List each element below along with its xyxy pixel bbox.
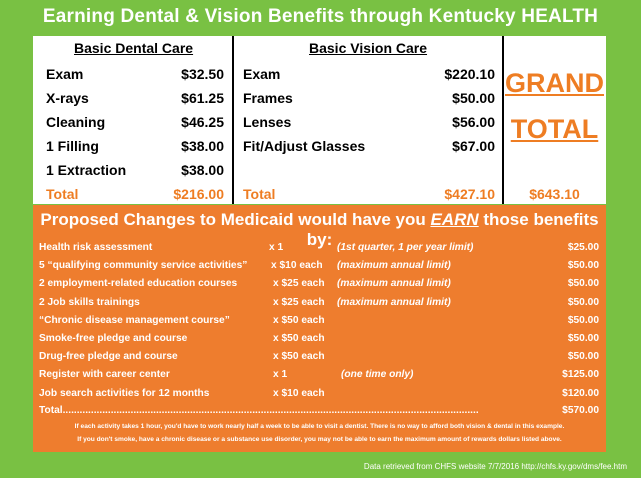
activity-name: Job search activities for 12 months [39,387,210,399]
dental-item-label: Cleaning [46,114,106,130]
activity-amount: $50.00 [567,260,599,272]
activity-rate: x $25 each [273,296,325,308]
footnote: If each activity takes 1 hour, you'd hav… [74,423,565,430]
dental-item-amount: $61.25 [181,90,224,106]
vision-item-label: Exam [243,66,281,82]
activity-amount: $50.00 [567,333,599,344]
dental-item-label: 1 Extraction [46,162,127,178]
dental-item-amount: $32.50 [181,66,224,82]
vision-item-label: Frames [243,90,293,106]
activity-note: (maximum annual limit) [337,278,451,290]
activity-rate: x 1 [269,242,284,253]
activity-name: 2 Job skills trainings [39,296,140,308]
activity-amount: $50.00 [567,351,599,363]
footnote: If you don't smoke, have a chronic disea… [77,436,562,443]
activity-rate: x $10 each [273,387,325,399]
vision-item-amount: $220.10 [444,66,495,82]
dental-item-label: 1 Filling [46,138,99,154]
column-divider [502,36,504,204]
grand-heading-line2: TOTAL [510,114,599,144]
activity-amount: $25.00 [567,242,599,253]
vision-total-amount: $427.10 [444,186,495,202]
dental-item-amount: $38.00 [181,138,224,154]
column-divider [232,36,234,204]
headline-text: those benefits by: [306,210,599,249]
vision-item-label: Fit/Adjust Glasses [243,138,366,154]
dental-total-label: Total [46,186,79,202]
activity-note: (1st quarter, 1 per year limit) [337,242,474,253]
dotted-leader: ........................................… [62,405,479,416]
activity-rate: x 1 [273,369,288,381]
cost-panel: Basic Dental Care Exam $32.50 X-rays $61… [33,36,606,204]
activity-name: “Chronic disease management course” [39,314,230,326]
proposal-total-label: Total...................................… [39,405,479,416]
activity-rate: x $50 each [273,351,325,363]
vision-item-amount: $67.00 [452,138,495,154]
vision-total-label: Total [243,186,276,202]
activity-amount: $120.00 [562,387,599,399]
activity-rate: x $50 each [273,333,325,344]
dental-heading: Basic Dental Care [74,40,194,56]
dental-total-amount: $216.00 [173,186,224,202]
activity-name: 2 employment-related education courses [39,278,238,290]
page-title: Earning Dental & Vision Benefits through… [42,6,599,27]
headline-text: Proposed Changes to Medicaid would have … [40,210,431,229]
dental-item-amount: $46.25 [181,114,224,130]
vision-heading: Basic Vision Care [309,40,428,56]
dental-item-amount: $38.00 [181,162,224,178]
activity-note: (one time only) [341,369,414,381]
activity-amount: $50.00 [567,278,599,290]
activity-note: (maximum annual limit) [337,296,451,308]
proposal-headline: Proposed Changes to Medicaid would have … [33,210,606,250]
grand-heading-line1: GRAND [505,68,604,98]
activity-name: Smoke-free pledge and course [39,333,188,344]
activity-name: 5 “qualifying community service activiti… [39,260,248,272]
grand-total-amount: $643.10 [529,186,580,202]
dental-item-label: Exam [46,66,84,82]
activity-rate: x $25 each [273,278,325,290]
activity-name: Health risk assessment [39,242,153,253]
activity-amount: $125.00 [562,369,599,381]
activity-amount: $50.00 [567,296,599,308]
dental-item-label: X-rays [46,90,89,106]
headline-earn: EARN [430,210,479,229]
proposal-panel: Proposed Changes to Medicaid would have … [33,205,606,452]
activity-rate: x $50 each [273,314,325,326]
activity-amount: $50.00 [567,314,599,326]
vision-item-amount: $50.00 [452,90,495,106]
activity-name: Drug-free pledge and course [39,351,178,363]
vision-item-amount: $56.00 [452,114,495,130]
activity-note: (maximum annual limit) [337,260,451,272]
proposal-total-amount: $570.00 [560,405,599,416]
vision-item-label: Lenses [243,114,292,130]
source-citation: Data retrieved from CHFS website 7/7/201… [363,462,627,471]
activity-name: Register with career center [39,369,170,381]
activity-rate: x $10 each [271,260,323,272]
